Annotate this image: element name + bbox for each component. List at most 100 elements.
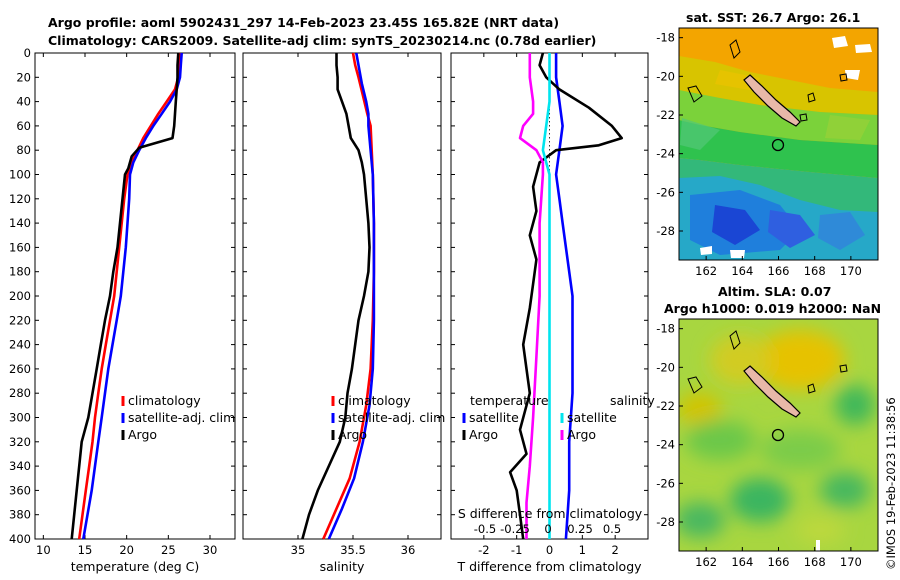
depth-tick-label: 80 (16, 143, 31, 157)
map-lon-label: 170 (840, 264, 862, 278)
temp-xtick-label: 15 (78, 543, 93, 557)
sst-argo-marker (771, 138, 785, 152)
diff-s-tick-label: -0.5 (474, 522, 496, 536)
temperature-panel: 0 20 40 60 80 100 120 140 160 180 200 220 240 260 280 3… (9, 46, 236, 574)
salt-xtick-label: 35 (291, 543, 306, 557)
salt-legend-2-label: Argo (338, 427, 367, 442)
depth-tick-label: 140 (9, 216, 31, 230)
diff-s-tick-label: 0.5 (603, 522, 621, 536)
sla-map-title1: Altim. SLA: 0.07 (718, 284, 832, 299)
figure-title-line2: Climatology: CARS2009. Satellite-adj cli… (48, 33, 597, 48)
salt-legend-1-label: satellite-adj. clim (338, 410, 445, 425)
diff-series-line-3 (518, 53, 545, 539)
diff-s-tick-label: 0 (544, 522, 551, 536)
depth-tick-label: 320 (9, 435, 31, 449)
map-lat-label: -20 (656, 360, 675, 374)
salinity-panel: 35 35.5 36 salinity climatology satellite-adj… (242, 52, 445, 574)
depth-tick-label: 400 (9, 532, 31, 546)
temp-series-line-1 (82, 52, 183, 540)
depth-tick-label: 60 (16, 119, 31, 133)
map-lon-label: 166 (768, 555, 790, 569)
map-lon-label: 164 (731, 264, 753, 278)
depth-tick-label: 260 (9, 362, 31, 376)
depth-tick-label: 20 (16, 70, 31, 84)
depth-tick-label: 120 (9, 192, 31, 206)
temp-series-line-2 (70, 52, 180, 540)
sst-map-title: sat. SST: 26.7 Argo: 26.1 (686, 10, 861, 25)
diff-series-line-1 (508, 52, 624, 540)
depth-tick-label: 200 (9, 289, 31, 303)
sla-argo-marker (771, 428, 785, 442)
map-lat-label: -24 (656, 147, 675, 161)
temp-xtick-label: 10 (36, 543, 51, 557)
salt-axes-box (242, 52, 442, 540)
depth-tick-label: 0 (24, 46, 31, 60)
depth-tick-label: 380 (9, 508, 31, 522)
map-lat-label: -28 (656, 515, 675, 529)
diff-s-axis-label: S difference from climatology (458, 506, 643, 521)
map-axes: -18 -20 -22 -24 -26 -28 162 164 166 168 170 -18 -20 -… (656, 31, 862, 569)
map-lat-label: -24 (656, 438, 675, 452)
depth-tick-label: 340 (9, 459, 31, 473)
map-lon-label: 168 (804, 264, 826, 278)
salt-xlabel: salinity (320, 559, 365, 574)
map-lon-label: 166 (768, 264, 790, 278)
map-lat-label: -20 (656, 69, 675, 83)
temp-xtick-label: 30 (203, 543, 218, 557)
imos-stamp: ©IMOS 19-Feb-2023 11:38:56 (884, 397, 898, 570)
salt-xtick-label: 36 (401, 543, 416, 557)
map-lon-label: 168 (804, 555, 826, 569)
diff-xtick-label: 0 (546, 543, 553, 557)
temp-series-line-0 (77, 52, 182, 540)
sst-map (678, 27, 879, 261)
depth-tick-label: 180 (9, 265, 31, 279)
salt-series-line-2 (301, 53, 371, 540)
diff-legend-sal-title: salinity (610, 393, 655, 408)
diff-legend-temp-0-label: satellite (469, 410, 519, 425)
depth-tick-label: 240 (9, 338, 31, 352)
diff-xlabel: T difference from climatology (456, 559, 642, 574)
temp-xtick-label: 20 (119, 543, 134, 557)
map-lon-label: 162 (695, 264, 717, 278)
temp-legend-1-label: satellite-adj. clim (128, 410, 235, 425)
diff-legend-temp-1-label: Argo (469, 427, 498, 442)
depth-tick-label: 360 (9, 483, 31, 497)
diff-series-line-2 (541, 53, 551, 539)
diff-xtick-label: 2 (612, 543, 619, 557)
map-lat-label: -28 (656, 224, 675, 238)
diff-xtick-label: -2 (478, 543, 489, 557)
figure-title-line1: Argo profile: aoml 5902431_297 14-Feb-20… (48, 15, 560, 30)
depth-tick-label: 300 (9, 411, 31, 425)
sla-map-field (679, 319, 878, 551)
temp-legend-0-label: climatology (128, 393, 201, 408)
sla-map (678, 318, 879, 552)
difference-panel: -2 -1 0 1 2 T difference from climatology temp… (450, 52, 655, 574)
map-lat-label: -26 (656, 185, 675, 199)
depth-tick-label: 160 (9, 240, 31, 254)
diff-xtick-label: 1 (579, 543, 586, 557)
diff-legend-temp-title: temperature (470, 393, 549, 408)
diff-s-tick-label: 0.25 (567, 522, 593, 536)
map-lat-label: -22 (656, 108, 675, 122)
sst-map-field (679, 28, 878, 260)
temp-xtick-label: 25 (161, 543, 176, 557)
map-lat-label: -18 (656, 322, 675, 336)
map-lon-label: 164 (731, 555, 753, 569)
sla-map-title2: Argo h1000: 0.019 h2000: NaN (664, 301, 882, 316)
temp-legend-2-label: Argo (128, 427, 157, 442)
diff-legend-sal-1-label: Argo (567, 427, 596, 442)
depth-tick-label: 280 (9, 386, 31, 400)
salt-series-line-1 (327, 52, 376, 540)
map-lat-label: -22 (656, 399, 675, 413)
diff-legend-sal-0-label: satellite (567, 410, 617, 425)
depth-tick-label: 100 (9, 168, 31, 182)
diff-series-line-0 (554, 53, 574, 540)
diff-xtick-label: -1 (511, 543, 522, 557)
map-lon-label: 162 (695, 555, 717, 569)
map-lat-label: -26 (656, 476, 675, 490)
map-lat-label: -18 (656, 31, 675, 45)
salt-legend-0-label: climatology (338, 393, 411, 408)
depth-tick-label: 220 (9, 313, 31, 327)
